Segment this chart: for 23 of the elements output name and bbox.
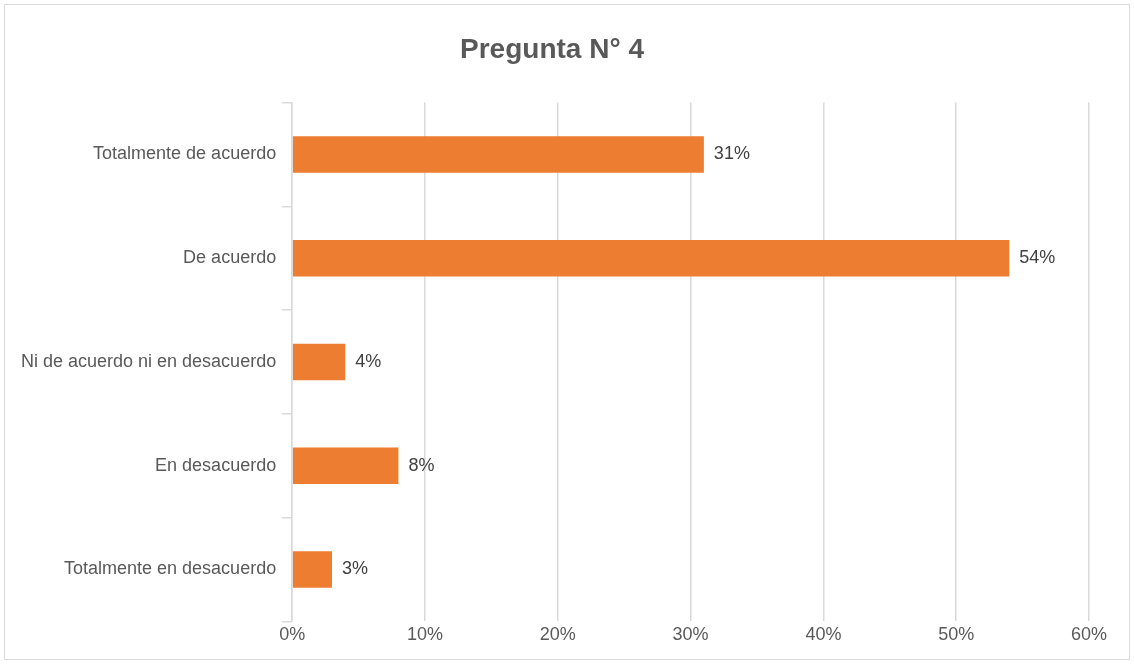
bar xyxy=(292,551,333,588)
bar xyxy=(292,240,1010,277)
bar xyxy=(292,343,346,381)
chart-title: Pregunta N° 4 xyxy=(460,32,645,64)
y-tick-label: En desacuerdo xyxy=(155,454,277,475)
x-tick-label: 10% xyxy=(406,624,443,645)
x-tick-label: 20% xyxy=(539,624,576,645)
x-tick-label: 40% xyxy=(805,624,842,645)
data-label: 31% xyxy=(713,143,750,164)
x-tick-label: 60% xyxy=(1070,624,1108,645)
bar xyxy=(292,447,399,484)
data-label: 54% xyxy=(1019,247,1056,268)
x-tick-label: 30% xyxy=(672,624,709,645)
y-tick-label: Totalmente en desacuerdo xyxy=(64,558,277,579)
y-tick-label: Ni de acuerdo ni en desacuerdo xyxy=(20,350,277,371)
y-tick-label: De acuerdo xyxy=(183,247,277,268)
y-tick-label: Totalmente de acuerdo xyxy=(93,143,277,164)
data-label: 4% xyxy=(355,350,382,371)
x-tick-label: 50% xyxy=(938,624,975,645)
bar xyxy=(292,136,704,173)
data-label: 8% xyxy=(408,454,435,475)
x-tick-label: 0% xyxy=(279,624,306,645)
data-label: 3% xyxy=(342,558,369,579)
